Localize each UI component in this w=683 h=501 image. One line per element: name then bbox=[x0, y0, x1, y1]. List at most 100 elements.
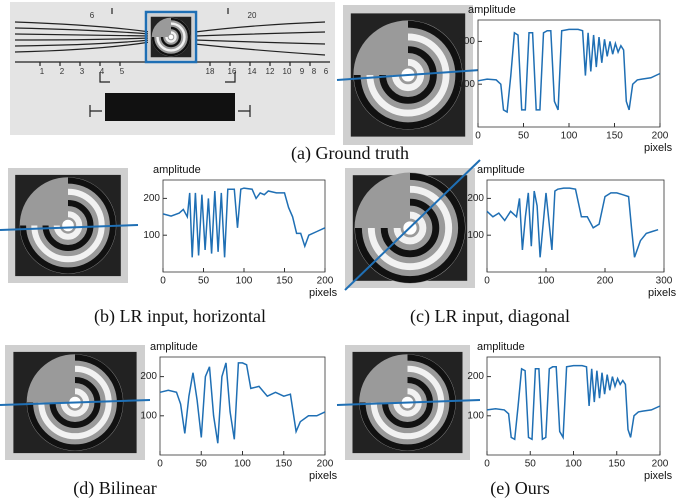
ring bbox=[165, 31, 177, 43]
ring bbox=[42, 200, 94, 251]
plot-frame bbox=[162, 179, 326, 273]
ring bbox=[60, 388, 90, 417]
caption: (a) Ground truth bbox=[291, 143, 409, 164]
ring bbox=[379, 46, 437, 104]
x-tick-label: 50 bbox=[525, 459, 537, 470]
ring bbox=[393, 388, 422, 417]
ring bbox=[156, 22, 186, 52]
center bbox=[62, 219, 74, 232]
ring bbox=[38, 365, 112, 440]
ruler-label: 2 bbox=[60, 67, 65, 76]
ring bbox=[367, 185, 453, 271]
ruler-label: 8 bbox=[312, 67, 317, 76]
x-tick-label: 200 bbox=[652, 131, 669, 142]
ruler-label: 3 bbox=[80, 67, 85, 76]
ring bbox=[160, 26, 182, 48]
center bbox=[168, 34, 174, 40]
x-tick-label: 0 bbox=[484, 276, 490, 287]
target-image bbox=[148, 14, 194, 60]
x-tick-label: 0 bbox=[157, 459, 163, 470]
x-tick-label: 100 bbox=[236, 276, 253, 287]
x-axis-label: pixels bbox=[309, 287, 338, 299]
plot-frame bbox=[486, 179, 665, 273]
x-tick-label: 300 bbox=[656, 276, 673, 287]
x-tick-label: 150 bbox=[275, 459, 292, 470]
ring bbox=[31, 188, 105, 263]
y-tick-label: 200 bbox=[458, 36, 475, 47]
profile-line bbox=[344, 159, 481, 291]
ruler-label: 6 bbox=[324, 67, 329, 76]
profile-line bbox=[336, 69, 481, 81]
ruler-label: 5 bbox=[120, 67, 125, 76]
ring bbox=[354, 172, 465, 283]
x-tick-label: 100 bbox=[561, 131, 578, 142]
x-tick-label: 0 bbox=[160, 276, 166, 287]
x-tick-label: 50 bbox=[196, 459, 208, 470]
ruler-label: 4 bbox=[100, 67, 105, 76]
ruler-label: 14 bbox=[248, 67, 257, 76]
target-image bbox=[0, 168, 139, 283]
ring bbox=[393, 211, 427, 245]
ring bbox=[353, 20, 463, 130]
profile-line bbox=[336, 399, 481, 406]
ring bbox=[366, 33, 450, 117]
x-tick-label: 100 bbox=[234, 459, 251, 470]
y-tick-label: 100 bbox=[143, 230, 160, 241]
x-tick-label: 200 bbox=[652, 459, 669, 470]
ruler-label: 20 bbox=[248, 11, 257, 20]
ruler-label: 16 bbox=[228, 67, 237, 76]
ruler-label: 12 bbox=[266, 67, 275, 76]
x-tick-label: 100 bbox=[565, 459, 582, 470]
ring bbox=[380, 198, 440, 258]
ruler-label: 9 bbox=[300, 67, 305, 76]
ruler-label: 10 bbox=[283, 67, 292, 76]
y-tick-label: 100 bbox=[467, 230, 484, 241]
x-tick-label: 50 bbox=[518, 131, 530, 142]
x-axis-label: pixels bbox=[644, 470, 673, 482]
x-axis-label: pixels bbox=[309, 470, 338, 482]
caption: (e) Ours bbox=[490, 478, 549, 499]
x-tick-label: 150 bbox=[608, 459, 625, 470]
y-axis-label: amplitude bbox=[153, 164, 201, 176]
ruler-label: 1 bbox=[40, 67, 45, 76]
y-axis-label: amplitude bbox=[477, 164, 525, 176]
ring bbox=[49, 377, 101, 428]
x-tick-label: 200 bbox=[597, 276, 614, 287]
line bbox=[486, 187, 659, 258]
y-axis-label: amplitude bbox=[477, 341, 525, 353]
ring bbox=[370, 365, 445, 440]
x-axis-label: pixels bbox=[644, 142, 673, 154]
x-tick-label: 200 bbox=[317, 459, 334, 470]
y-tick-label: 200 bbox=[143, 193, 160, 204]
ruler-label: 6 bbox=[90, 11, 95, 20]
x-tick-label: 150 bbox=[606, 131, 623, 142]
profile-line bbox=[0, 399, 151, 406]
target-image bbox=[336, 345, 481, 460]
black-bar bbox=[105, 93, 235, 121]
x-axis-label: pixels bbox=[648, 287, 677, 299]
ring bbox=[53, 211, 83, 240]
x-tick-label: 150 bbox=[276, 276, 293, 287]
y-tick-label: 100 bbox=[140, 410, 157, 421]
ruler-lines bbox=[14, 8, 330, 117]
ring bbox=[20, 177, 116, 274]
ring bbox=[391, 58, 425, 92]
profile-line bbox=[0, 224, 139, 231]
line bbox=[477, 28, 661, 114]
ring bbox=[359, 354, 456, 451]
ring bbox=[27, 354, 123, 451]
caption: (d) Bilinear bbox=[73, 478, 156, 499]
y-tick-label: 200 bbox=[467, 371, 484, 382]
y-axis-label: amplitude bbox=[150, 341, 198, 353]
x-tick-label: 50 bbox=[198, 276, 210, 287]
ring bbox=[382, 377, 433, 428]
y-tick-label: 100 bbox=[467, 410, 484, 421]
x-tick-label: 0 bbox=[475, 131, 481, 142]
line bbox=[162, 187, 326, 258]
target-image bbox=[344, 159, 481, 291]
y-axis-label: amplitude bbox=[468, 4, 516, 16]
line bbox=[159, 362, 326, 444]
plot-frame bbox=[159, 356, 326, 456]
y-tick-label: 200 bbox=[467, 193, 484, 204]
